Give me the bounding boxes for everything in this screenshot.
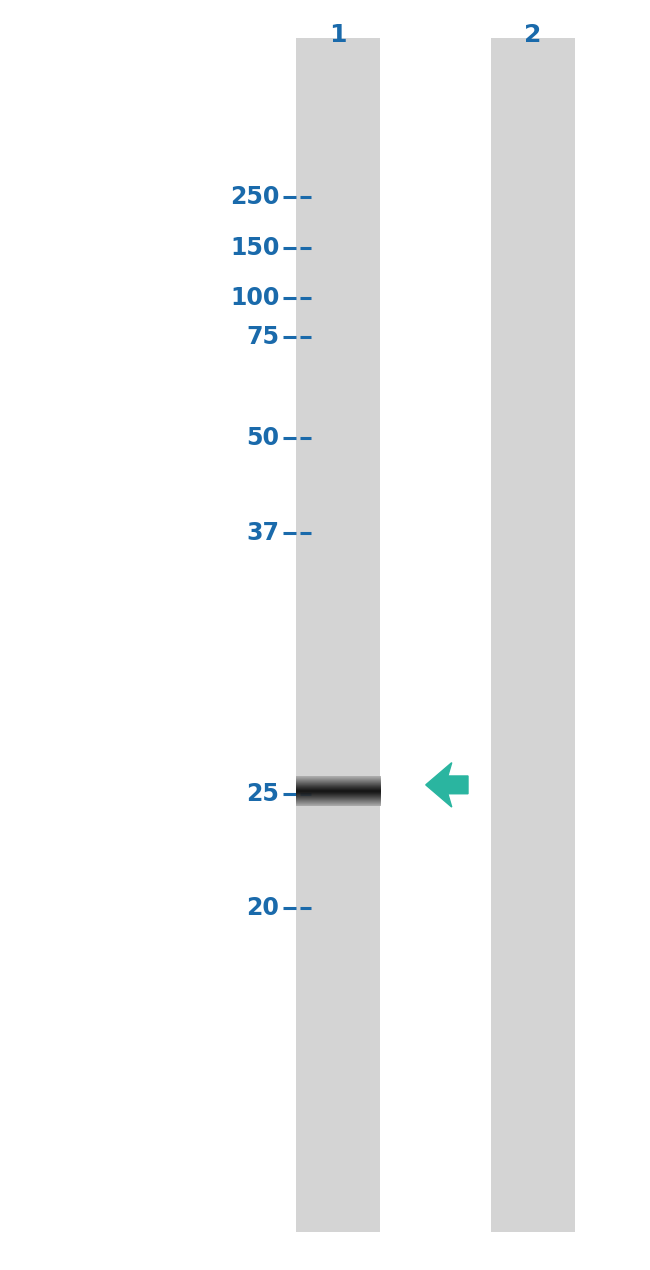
- Text: 50: 50: [246, 427, 280, 450]
- FancyArrow shape: [426, 762, 468, 808]
- Bar: [491, 38, 575, 1232]
- Text: 20: 20: [246, 897, 280, 919]
- Text: 37: 37: [246, 522, 280, 545]
- Bar: [296, 38, 380, 1232]
- Text: 100: 100: [230, 287, 280, 310]
- Text: 1: 1: [330, 23, 346, 47]
- Text: 250: 250: [230, 185, 280, 208]
- Text: 150: 150: [230, 236, 280, 259]
- Text: 75: 75: [246, 325, 280, 348]
- Text: 2: 2: [525, 23, 541, 47]
- Text: 25: 25: [246, 782, 280, 805]
